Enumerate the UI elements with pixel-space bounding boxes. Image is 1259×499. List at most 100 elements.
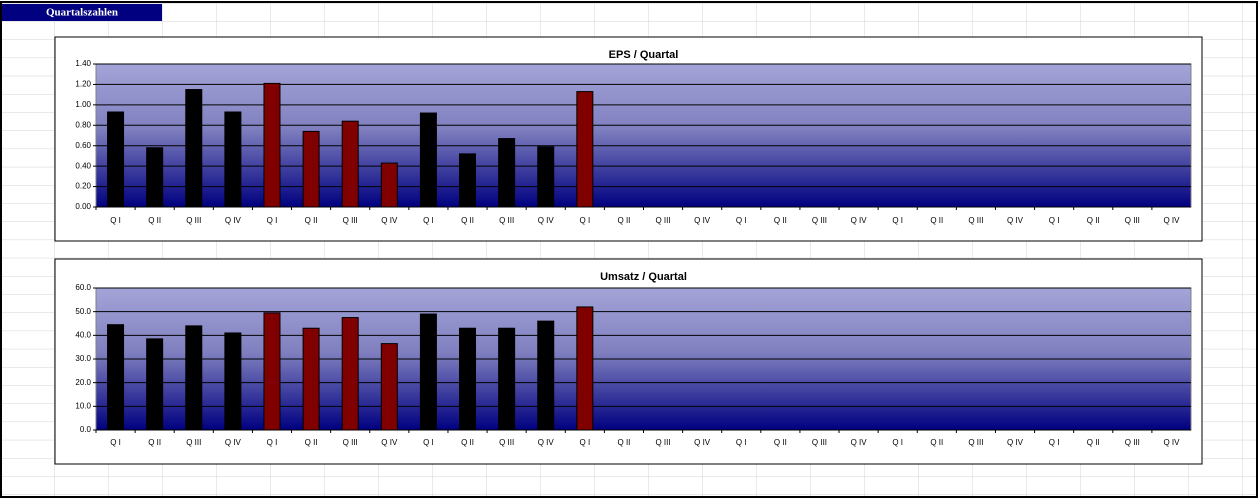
chart-title: EPS / Quartal bbox=[609, 49, 679, 61]
y-tick-label: 0.40 bbox=[75, 161, 91, 170]
x-tick-label: Q IV bbox=[538, 216, 555, 225]
x-tick-label: Q I bbox=[892, 438, 903, 447]
x-tick-label: Q II bbox=[461, 438, 474, 447]
x-tick-label: Q II bbox=[1087, 438, 1100, 447]
x-tick-label: Q III bbox=[499, 438, 514, 447]
bar bbox=[185, 89, 203, 208]
x-tick-label: Q I bbox=[580, 216, 591, 225]
bar bbox=[419, 313, 437, 431]
x-tick-label: Q II bbox=[774, 438, 787, 447]
x-tick-label: Q I bbox=[110, 438, 121, 447]
x-tick-label: Q II bbox=[148, 216, 161, 225]
bar bbox=[576, 91, 594, 208]
bar bbox=[302, 327, 320, 431]
x-tick-label: Q IV bbox=[381, 216, 398, 225]
x-tick-label: Q III bbox=[1125, 438, 1140, 447]
x-tick-label: Q IV bbox=[694, 438, 711, 447]
x-tick-label: Q III bbox=[186, 216, 201, 225]
x-tick-label: Q III bbox=[343, 216, 358, 225]
x-tick-label: Q III bbox=[812, 438, 827, 447]
x-tick-label: Q I bbox=[423, 438, 434, 447]
y-tick-label: 20.0 bbox=[75, 378, 91, 387]
x-tick-label: Q IV bbox=[381, 438, 398, 447]
y-tick-label: 1.00 bbox=[75, 100, 91, 109]
plot-area bbox=[95, 63, 1192, 208]
y-tick-label: 60.0 bbox=[75, 283, 91, 292]
x-tick-label: Q II bbox=[1087, 216, 1100, 225]
y-tick-label: 0.80 bbox=[75, 120, 91, 129]
x-tick-label: Q I bbox=[1049, 216, 1060, 225]
bar bbox=[341, 317, 359, 431]
x-tick-label: Q II bbox=[774, 216, 787, 225]
y-tick-label: 50.0 bbox=[75, 307, 91, 316]
bar bbox=[537, 146, 555, 208]
x-tick-label: Q IV bbox=[225, 216, 242, 225]
bar bbox=[537, 320, 555, 431]
x-tick-label: Q I bbox=[423, 216, 434, 225]
bar bbox=[498, 327, 516, 431]
x-tick-label: Q III bbox=[499, 216, 514, 225]
x-tick-label: Q III bbox=[968, 216, 983, 225]
x-tick-label: Q IV bbox=[1007, 216, 1024, 225]
x-tick-label: Q I bbox=[736, 216, 747, 225]
x-tick-label: Q I bbox=[110, 216, 121, 225]
x-tick-label: Q II bbox=[305, 216, 318, 225]
bar bbox=[107, 324, 125, 431]
x-tick-label: Q I bbox=[1049, 438, 1060, 447]
x-tick-label: Q IV bbox=[1007, 438, 1024, 447]
x-tick-label: Q I bbox=[267, 216, 278, 225]
x-tick-label: Q III bbox=[968, 438, 983, 447]
x-tick-label: Q I bbox=[736, 438, 747, 447]
bar bbox=[341, 120, 359, 208]
bar bbox=[146, 147, 164, 208]
x-tick-label: Q III bbox=[1125, 216, 1140, 225]
x-tick-label: Q I bbox=[267, 438, 278, 447]
x-tick-label: Q III bbox=[186, 438, 201, 447]
x-tick-label: Q IV bbox=[225, 438, 242, 447]
x-tick-label: Q II bbox=[461, 216, 474, 225]
bar bbox=[107, 111, 125, 208]
x-tick-label: Q III bbox=[343, 438, 358, 447]
x-tick-label: Q III bbox=[655, 216, 670, 225]
x-tick-label: Q II bbox=[148, 438, 161, 447]
y-tick-label: 0.60 bbox=[75, 141, 91, 150]
x-tick-label: Q II bbox=[618, 438, 631, 447]
x-tick-label: Q IV bbox=[694, 216, 711, 225]
bar bbox=[419, 112, 437, 208]
x-tick-label: Q IV bbox=[851, 216, 868, 225]
y-tick-label: 40.0 bbox=[75, 330, 91, 339]
x-tick-label: Q IV bbox=[1163, 216, 1180, 225]
y-tick-label: 10.0 bbox=[75, 401, 91, 410]
header-cell[interactable] bbox=[2, 4, 162, 21]
bar bbox=[498, 138, 516, 208]
x-tick-label: Q I bbox=[892, 216, 903, 225]
y-tick-label: 30.0 bbox=[75, 354, 91, 363]
bar bbox=[263, 82, 281, 208]
x-tick-label: Q II bbox=[930, 438, 943, 447]
header: Quartalszahlen bbox=[46, 7, 118, 19]
y-tick-label: 0.00 bbox=[75, 202, 91, 211]
bar bbox=[302, 130, 320, 208]
bar bbox=[185, 325, 203, 431]
x-tick-label: Q III bbox=[812, 216, 827, 225]
y-tick-label: 1.40 bbox=[75, 59, 91, 68]
x-tick-label: Q II bbox=[930, 216, 943, 225]
x-tick-label: Q IV bbox=[1163, 438, 1180, 447]
bar bbox=[263, 312, 281, 431]
bar bbox=[380, 343, 398, 431]
bar bbox=[146, 338, 164, 431]
x-tick-label: Q II bbox=[618, 216, 631, 225]
bar bbox=[380, 162, 398, 208]
bar bbox=[459, 153, 477, 208]
x-tick-label: Q I bbox=[580, 438, 591, 447]
bar bbox=[576, 306, 594, 431]
x-tick-label: Q III bbox=[655, 438, 670, 447]
bar bbox=[224, 111, 242, 208]
chart-title: Umsatz / Quartal bbox=[600, 271, 687, 283]
y-tick-label: 0.20 bbox=[75, 182, 91, 191]
x-tick-label: Q IV bbox=[851, 438, 868, 447]
bar bbox=[224, 332, 242, 431]
y-tick-label: 0.0 bbox=[80, 425, 92, 434]
